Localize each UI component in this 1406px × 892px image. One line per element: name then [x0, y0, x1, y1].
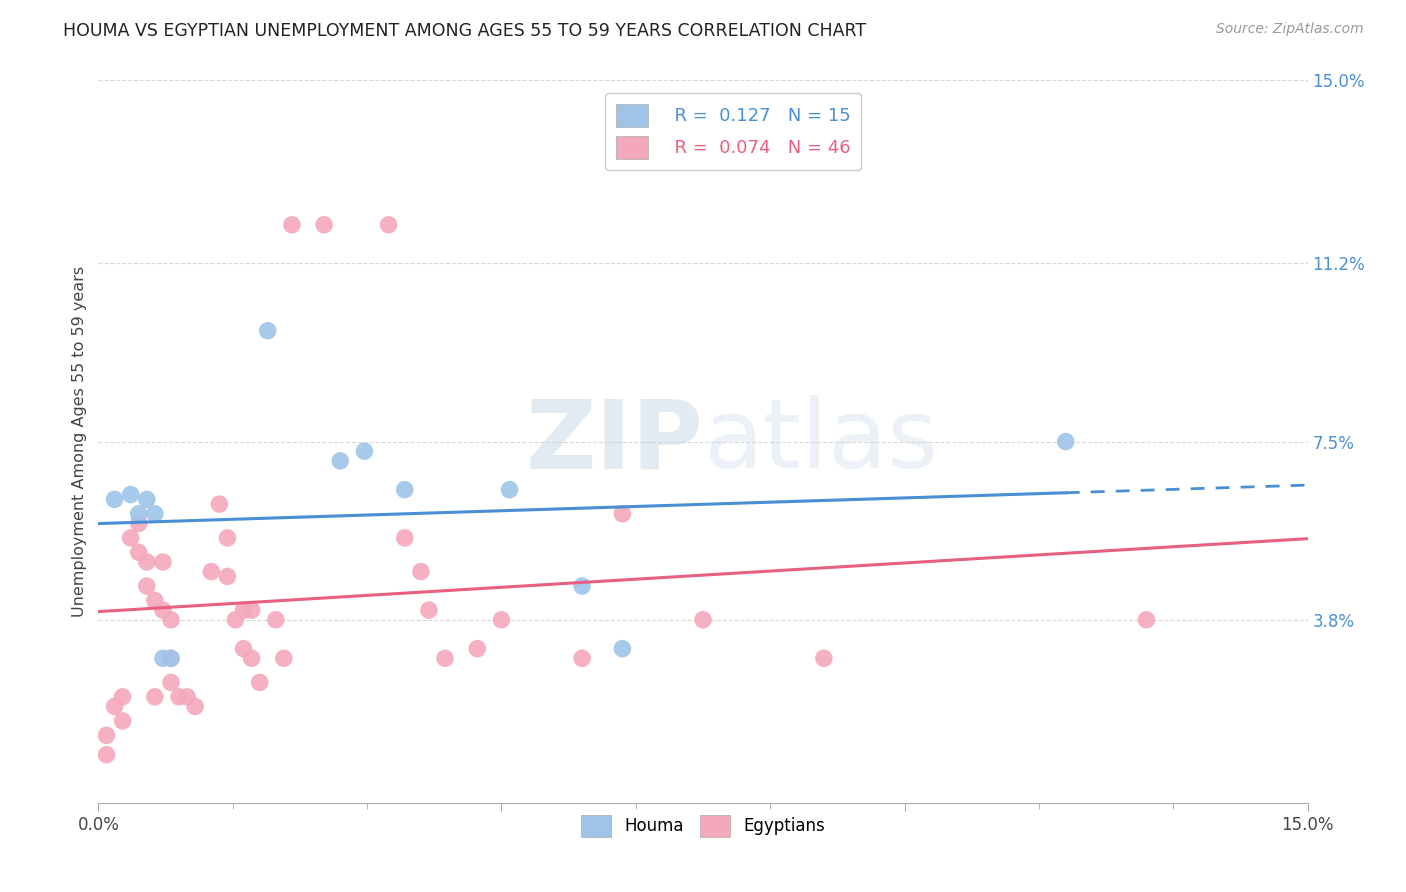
Point — [1054, 434, 1077, 449]
Point — [377, 218, 399, 232]
Point — [152, 651, 174, 665]
Point — [143, 593, 166, 607]
Point — [160, 613, 183, 627]
Point — [152, 603, 174, 617]
Y-axis label: Unemployment Among Ages 55 to 59 years: Unemployment Among Ages 55 to 59 years — [72, 266, 87, 617]
Point — [128, 516, 150, 531]
Point — [418, 603, 440, 617]
Point — [434, 651, 457, 665]
Point — [571, 579, 593, 593]
Point — [103, 699, 125, 714]
Point — [200, 565, 222, 579]
Point — [160, 651, 183, 665]
Point — [160, 675, 183, 690]
Point — [612, 507, 634, 521]
Point — [135, 579, 157, 593]
Point — [692, 613, 714, 627]
Point — [111, 690, 134, 704]
Text: atlas: atlas — [703, 395, 938, 488]
Point — [96, 728, 118, 742]
Point — [409, 565, 432, 579]
Point — [491, 613, 513, 627]
Point — [314, 218, 336, 232]
Text: Source: ZipAtlas.com: Source: ZipAtlas.com — [1216, 22, 1364, 37]
Point — [217, 531, 239, 545]
Point — [240, 651, 263, 665]
Point — [353, 444, 375, 458]
Point — [120, 531, 142, 545]
Point — [273, 651, 295, 665]
Point — [167, 690, 190, 704]
Point — [232, 641, 254, 656]
Legend: Houma, Egyptians: Houma, Egyptians — [572, 807, 834, 845]
Point — [249, 675, 271, 690]
Point — [612, 641, 634, 656]
Point — [208, 497, 231, 511]
Point — [160, 651, 183, 665]
Point — [329, 454, 352, 468]
Point — [143, 690, 166, 704]
Point — [184, 699, 207, 714]
Point — [135, 492, 157, 507]
Point — [240, 603, 263, 617]
Point — [1135, 613, 1157, 627]
Point — [128, 545, 150, 559]
Point — [465, 641, 488, 656]
Point — [135, 555, 157, 569]
Point — [813, 651, 835, 665]
Text: ZIP: ZIP — [524, 395, 703, 488]
Point — [498, 483, 520, 497]
Text: HOUMA VS EGYPTIAN UNEMPLOYMENT AMONG AGES 55 TO 59 YEARS CORRELATION CHART: HOUMA VS EGYPTIAN UNEMPLOYMENT AMONG AGE… — [63, 22, 866, 40]
Point — [224, 613, 246, 627]
Point — [281, 218, 304, 232]
Point — [264, 613, 287, 627]
Point — [176, 690, 198, 704]
Point — [103, 492, 125, 507]
Point — [111, 714, 134, 728]
Point — [571, 651, 593, 665]
Point — [96, 747, 118, 762]
Point — [232, 603, 254, 617]
Point — [152, 555, 174, 569]
Point — [256, 324, 278, 338]
Point — [128, 507, 150, 521]
Point — [143, 507, 166, 521]
Point — [217, 569, 239, 583]
Point — [120, 487, 142, 501]
Point — [394, 483, 416, 497]
Point — [394, 531, 416, 545]
